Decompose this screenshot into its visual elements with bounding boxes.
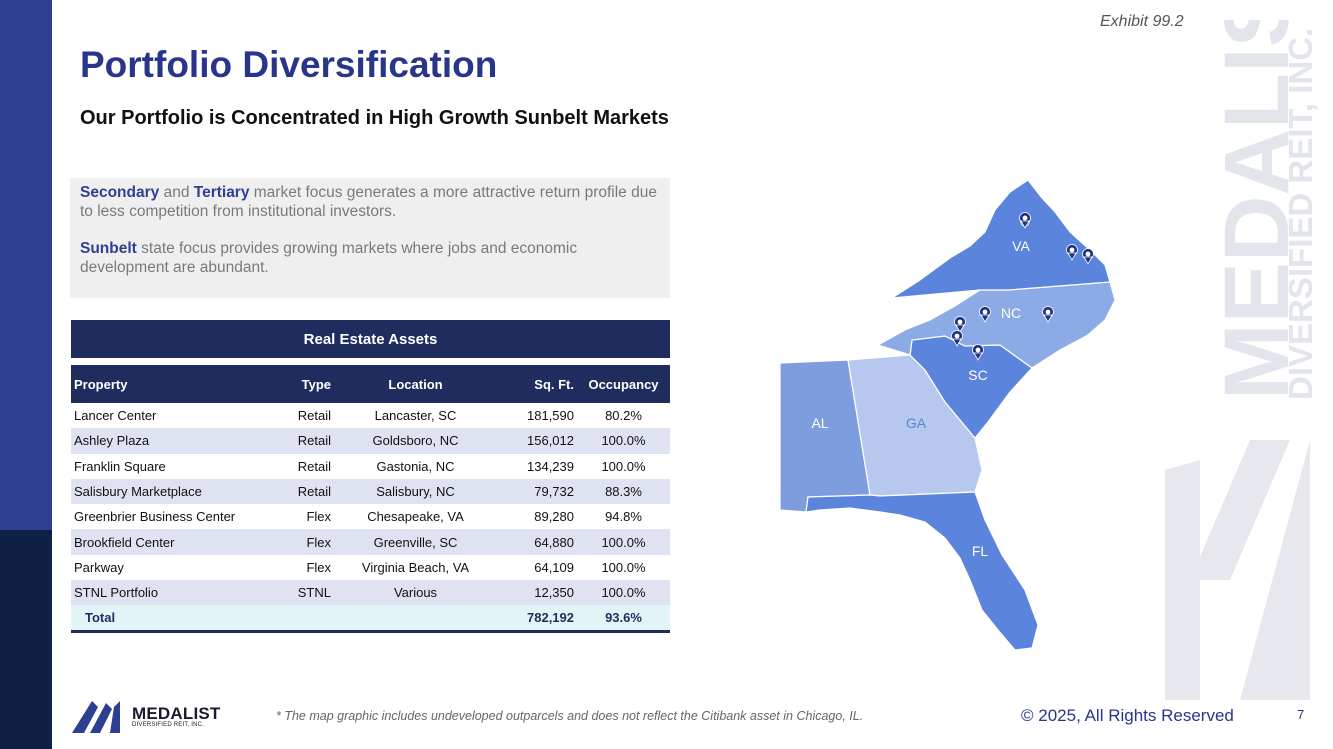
cell-occupancy: 100.0% <box>577 580 670 606</box>
map-pin-icon <box>954 316 966 333</box>
cell-type: Flex <box>266 504 334 530</box>
header-property: Property <box>71 365 266 403</box>
cell-property: Parkway <box>71 554 266 581</box>
state-north-carolina <box>876 281 1116 369</box>
cell-property: Franklin Square <box>71 453 266 479</box>
cell-occupancy: 100.0% <box>577 529 670 555</box>
map-footnote: * The map graphic includes undeveloped o… <box>276 709 864 723</box>
cell-location: Virginia Beach, VA <box>334 554 497 581</box>
state-label-va: VA <box>1012 238 1030 254</box>
cell-location: Chesapeake, VA <box>334 504 497 530</box>
header-occupancy: Occupancy <box>577 365 670 403</box>
state-label-fl: FL <box>972 543 989 559</box>
logo-name: MEDALIST <box>132 703 221 723</box>
cell-sqft: 181,590 <box>497 403 577 429</box>
keyword-sunbelt: Sunbelt <box>80 240 137 257</box>
cell-location: Lancaster, SC <box>334 403 497 429</box>
cell-location: Greenville, SC <box>334 529 497 555</box>
cell-sqft: 79,732 <box>497 478 577 505</box>
cell-property: Salisbury Marketplace <box>71 478 266 505</box>
cell-property: Ashley Plaza <box>71 428 266 454</box>
cell-occupancy: 80.2% <box>577 403 670 429</box>
cell-sqft: 134,239 <box>497 453 577 479</box>
state-label-al: AL <box>811 415 828 431</box>
map-pin-icon <box>1066 244 1078 261</box>
strategy-callout: Secondary and Tertiary market focus gene… <box>70 178 670 298</box>
callout-sunbelt-focus: Sunbelt state focus provides growing mar… <box>80 240 578 276</box>
state-florida <box>805 491 1039 651</box>
cell-location: Goldsboro, NC <box>334 428 497 454</box>
state-virginia <box>891 179 1111 299</box>
cell-type: Flex <box>266 554 334 581</box>
southeast-portfolio-map: VA NC SC GA AL FL <box>779 179 1116 651</box>
cell-type: Retail <box>266 478 334 505</box>
table-title: Real Estate Assets <box>71 320 670 358</box>
page-number: 7 <box>1297 707 1305 722</box>
table-row: Franklin Square Retail Gastonia, NC 134,… <box>71 453 670 479</box>
medalist-watermark: MEDALIST DIVERSIFIED REIT, INC. <box>1165 20 1319 700</box>
map-pin-icon <box>951 330 963 347</box>
table-header-row: Property Type Location Sq. Ft. Occupancy <box>71 365 670 403</box>
state-label-ga: GA <box>906 415 927 431</box>
map-pin-icon <box>972 344 984 361</box>
cell-sqft: 64,880 <box>497 529 577 555</box>
cell-property: Lancer Center <box>71 403 266 429</box>
cell-type: STNL <box>266 580 334 606</box>
cell-property: Greenbrier Business Center <box>71 504 266 530</box>
header-type: Type <box>266 365 334 403</box>
table-row: Parkway Flex Virginia Beach, VA 64,109 1… <box>71 554 670 581</box>
cell-sqft: 64,109 <box>497 554 577 581</box>
logo-subtitle: DIVERSIFIED REIT, INC. <box>132 721 205 728</box>
total-sqft: 782,192 <box>497 605 577 633</box>
table-row: Ashley Plaza Retail Goldsboro, NC 156,01… <box>71 428 670 454</box>
cell-location: Various <box>334 580 497 606</box>
cell-sqft: 156,012 <box>497 428 577 454</box>
map-pin-icon <box>1019 212 1031 229</box>
cell-location: Salisbury, NC <box>334 478 497 505</box>
total-occupancy: 93.6% <box>577 605 670 633</box>
cell-property: STNL Portfolio <box>71 580 266 606</box>
cell-occupancy: 100.0% <box>577 554 670 581</box>
callout-market-focus: Secondary and Tertiary market focus gene… <box>80 184 657 220</box>
cell-type: Retail <box>266 428 334 454</box>
header-location: Location <box>334 365 497 403</box>
header-sqft: Sq. Ft. <box>497 365 577 403</box>
cell-type: Retail <box>266 453 334 479</box>
side-accent-bar <box>0 0 52 530</box>
keyword-secondary: Secondary <box>80 184 160 201</box>
cell-occupancy: 94.8% <box>577 504 670 530</box>
map-pin-icon <box>1082 248 1094 265</box>
medalist-logo: MEDALIST DIVERSIFIED REIT, INC. <box>72 699 220 733</box>
cell-type: Retail <box>266 403 334 429</box>
page-title: Portfolio Diversification <box>80 44 498 85</box>
cell-sqft: 12,350 <box>497 580 577 606</box>
watermark-sub: DIVERSIFIED REIT, INC. <box>1282 28 1319 400</box>
table-row: Greenbrier Business Center Flex Chesapea… <box>71 504 670 530</box>
cell-type: Flex <box>266 529 334 555</box>
watermark-name: MEDALIST <box>1206 20 1308 400</box>
cell-occupancy: 88.3% <box>577 478 670 505</box>
cell-location: Gastonia, NC <box>334 453 497 479</box>
state-label-sc: SC <box>968 367 987 383</box>
medalist-logo-icon <box>72 701 120 733</box>
total-label: Total <box>71 605 266 633</box>
side-accent-bar-dark <box>0 530 52 749</box>
real-estate-assets-table: Property Type Location Sq. Ft. Occupancy… <box>71 365 670 633</box>
keyword-tertiary: Tertiary <box>193 184 250 201</box>
table-total-row: Total 782,192 93.6% <box>71 605 670 633</box>
copyright: © 2025, All Rights Reserved <box>1021 706 1234 725</box>
cell-occupancy: 100.0% <box>577 453 670 479</box>
table-row: STNL Portfolio STNL Various 12,350 100.0… <box>71 580 670 606</box>
cell-occupancy: 100.0% <box>577 428 670 454</box>
page-subtitle: Our Portfolio is Concentrated in High Gr… <box>80 107 669 129</box>
state-label-nc: NC <box>1001 305 1021 321</box>
cell-property: Brookfield Center <box>71 529 266 555</box>
table-row: Salisbury Marketplace Retail Salisbury, … <box>71 478 670 505</box>
table-row: Brookfield Center Flex Greenville, SC 64… <box>71 529 670 555</box>
map-pin-icon <box>1042 306 1054 323</box>
map-pin-icon <box>979 306 991 323</box>
cell-sqft: 89,280 <box>497 504 577 530</box>
exhibit-label: Exhibit 99.2 <box>1100 13 1184 30</box>
table-row: Lancer Center Retail Lancaster, SC 181,5… <box>71 403 670 429</box>
